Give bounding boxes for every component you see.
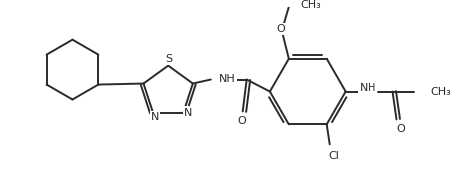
Text: N: N [184, 107, 192, 117]
Text: NH: NH [218, 74, 235, 84]
Text: Cl: Cl [327, 151, 338, 161]
Text: CH₃: CH₃ [300, 0, 321, 10]
Text: N: N [150, 113, 159, 122]
Text: H: H [367, 83, 375, 93]
Text: N: N [359, 83, 367, 93]
Text: CH₃: CH₃ [430, 87, 450, 97]
Text: O: O [276, 24, 285, 34]
Text: S: S [165, 54, 172, 64]
Text: O: O [237, 116, 245, 126]
Text: O: O [395, 124, 404, 135]
